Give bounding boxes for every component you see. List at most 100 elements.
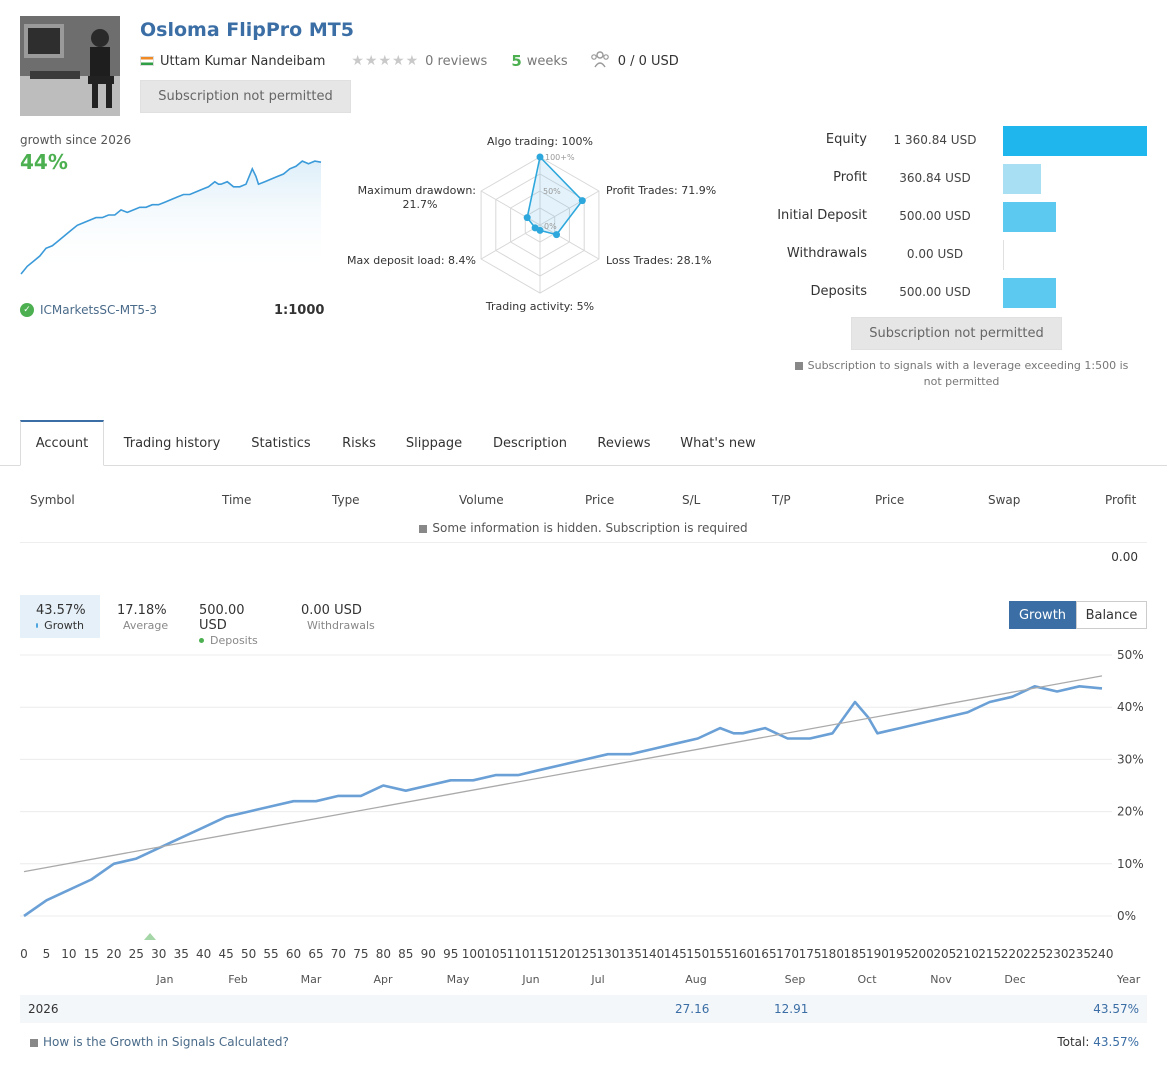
x-tick-label: 215 bbox=[978, 947, 1001, 961]
x-tick-label: 120 bbox=[552, 947, 575, 961]
growth-calc-link[interactable]: How is the Growth in Signals Calculated? bbox=[30, 1035, 289, 1049]
x-tick-label: 30 bbox=[151, 947, 166, 961]
subscribe-button-right[interactable]: Subscription not permitted bbox=[851, 317, 1062, 350]
author-row: Uttam Kumar Nandeibam ★★★★★ 0 reviews 5 … bbox=[140, 51, 679, 70]
month-label: Sep bbox=[785, 973, 806, 986]
x-tick-label: 25 bbox=[129, 947, 144, 961]
radar-chart: 100+% 50% 0% Algo trading: 100% Profit T… bbox=[347, 135, 716, 313]
reviews-count[interactable]: 0 reviews bbox=[425, 53, 488, 69]
col-price[interactable]: Price bbox=[585, 493, 615, 507]
col-sl[interactable]: S/L bbox=[682, 493, 701, 507]
hidden-info-text: Some information is hidden. Subscription… bbox=[432, 521, 748, 535]
radar-axis bbox=[539, 190, 600, 226]
rating-stars-icon: ★★★★★ bbox=[351, 53, 420, 69]
radar-point bbox=[531, 224, 539, 232]
col-volume[interactable]: Volume bbox=[459, 493, 504, 507]
tab-slippage[interactable]: Slippage bbox=[405, 435, 463, 451]
x-tick-label: 165 bbox=[754, 947, 777, 961]
radar-label-loss-trades: Loss Trades: 28.1% bbox=[606, 254, 712, 267]
tab-whats-new[interactable]: What's new bbox=[680, 435, 756, 451]
y-tick-label: 50% bbox=[1117, 648, 1144, 662]
x-tick-label: 200 bbox=[911, 947, 934, 961]
growth-label: growth since 2026 bbox=[20, 133, 132, 147]
radar-axis bbox=[480, 224, 541, 260]
x-tick-label: 20 bbox=[106, 947, 121, 961]
summary-deposits[interactable]: 500.00 USD Deposits bbox=[183, 595, 283, 647]
col-profit[interactable]: Profit bbox=[1105, 493, 1137, 507]
tab-reviews[interactable]: Reviews bbox=[597, 435, 651, 451]
leverage-value: 1:1000 bbox=[274, 303, 325, 318]
x-tick-label: 225 bbox=[1023, 947, 1046, 961]
toggle-growth-button[interactable]: Growth bbox=[1009, 601, 1076, 629]
x-tick-label: 135 bbox=[619, 947, 642, 961]
x-tick-label: 10 bbox=[61, 947, 76, 961]
x-tick-label: 140 bbox=[641, 947, 664, 961]
col-symbol[interactable]: Symbol bbox=[30, 493, 75, 507]
equity-value: 1 360.84 USD bbox=[893, 133, 977, 147]
x-tick-label: 230 bbox=[1046, 947, 1069, 961]
india-flag-icon bbox=[140, 56, 154, 66]
x-tick-label: 50 bbox=[241, 947, 256, 961]
weeks-label: weeks bbox=[526, 53, 568, 69]
col-type[interactable]: Type bbox=[332, 493, 360, 507]
tab-trading-history[interactable]: Trading history bbox=[123, 435, 221, 451]
col-time[interactable]: Time bbox=[222, 493, 252, 507]
x-tick-label: 40 bbox=[196, 947, 211, 961]
total-label: Total: bbox=[1057, 1035, 1090, 1049]
x-tick-label: 110 bbox=[507, 947, 530, 961]
summary-growth[interactable]: 43.57% Growth bbox=[20, 595, 100, 638]
x-tick-label: 105 bbox=[484, 947, 507, 961]
month-label: Aug bbox=[685, 973, 706, 986]
x-tick-label: 15 bbox=[84, 947, 99, 961]
deposits-dot-icon bbox=[199, 638, 204, 643]
trend-line bbox=[23, 675, 1103, 873]
equity-bar bbox=[1003, 126, 1147, 156]
summary-average[interactable]: 17.18% Average bbox=[101, 595, 181, 638]
month-label: Jul bbox=[590, 973, 604, 986]
summary-average-value: 17.18% bbox=[117, 603, 167, 618]
x-tick-label: 220 bbox=[1001, 947, 1024, 961]
radar-label-algo: Algo trading: 100% bbox=[487, 135, 593, 148]
summary-withdrawals-label: Withdrawals bbox=[307, 619, 375, 632]
initial-deposit-label: Initial Deposit bbox=[777, 208, 867, 223]
y-tick-label: 10% bbox=[1117, 857, 1144, 871]
tab-description[interactable]: Description bbox=[492, 435, 568, 451]
col-tp[interactable]: T/P bbox=[772, 493, 791, 507]
summary-withdrawals[interactable]: 0.00 USD Withdrawals bbox=[285, 595, 385, 638]
signal-title[interactable]: Osloma FlipPro MT5 bbox=[140, 19, 354, 41]
year-axis-label: Year bbox=[1116, 973, 1141, 986]
leverage-note: Subscription to signals with a leverage … bbox=[784, 358, 1139, 390]
year-total-value: 43.57% bbox=[1093, 1002, 1139, 1016]
profit-value: 360.84 USD bbox=[899, 171, 971, 185]
growth-calc-link-text[interactable]: How is the Growth in Signals Calculated? bbox=[43, 1035, 289, 1049]
col-swap[interactable]: Swap bbox=[988, 493, 1021, 507]
x-tick-label: 60 bbox=[286, 947, 301, 961]
summary-deposits-label: Deposits bbox=[210, 634, 258, 647]
radar-label-max-deposit-load: Max deposit load: 8.4% bbox=[347, 254, 476, 267]
x-tick-label: 95 bbox=[443, 947, 458, 961]
deposits-bar bbox=[1003, 278, 1056, 308]
tab-statistics[interactable]: Statistics bbox=[251, 435, 311, 451]
toggle-balance-button[interactable]: Balance bbox=[1076, 601, 1147, 629]
withdrawals-bar bbox=[1003, 240, 1004, 270]
deposit-marker-icon bbox=[144, 933, 156, 940]
author-name[interactable]: Uttam Kumar Nandeibam bbox=[160, 53, 326, 69]
withdrawals-label: Withdrawals bbox=[786, 246, 867, 261]
x-tick-label: 195 bbox=[888, 947, 911, 961]
author-avatar[interactable] bbox=[20, 16, 120, 116]
tab-account[interactable]: Account bbox=[20, 420, 104, 466]
y-tick-label: 0% bbox=[1117, 909, 1136, 923]
tab-risks[interactable]: Risks bbox=[342, 435, 376, 451]
col-close-price[interactable]: Price bbox=[875, 493, 905, 507]
subscribe-button[interactable]: Subscription not permitted bbox=[140, 80, 351, 113]
x-tick-label: 45 bbox=[218, 947, 233, 961]
growth-chart[interactable]: 50% 40% 30% 20% 10% 0% 0 5 10 15 20 25 30 35 40 45 50 55 6… bbox=[0, 640, 1167, 990]
broker-server[interactable]: ✓ ICMarketsSC-MT5-3 bbox=[20, 303, 157, 317]
summary-deposits-value: 500.00 USD bbox=[199, 603, 245, 633]
initial-deposit-bar bbox=[1003, 202, 1056, 232]
server-name[interactable]: ICMarketsSC-MT5-3 bbox=[40, 303, 158, 317]
month-label: Mar bbox=[301, 973, 322, 986]
radar-label-max-drawdown: Maximum drawdown: bbox=[358, 184, 476, 197]
month-label: Oct bbox=[857, 973, 877, 986]
x-tick-label: 125 bbox=[574, 947, 597, 961]
